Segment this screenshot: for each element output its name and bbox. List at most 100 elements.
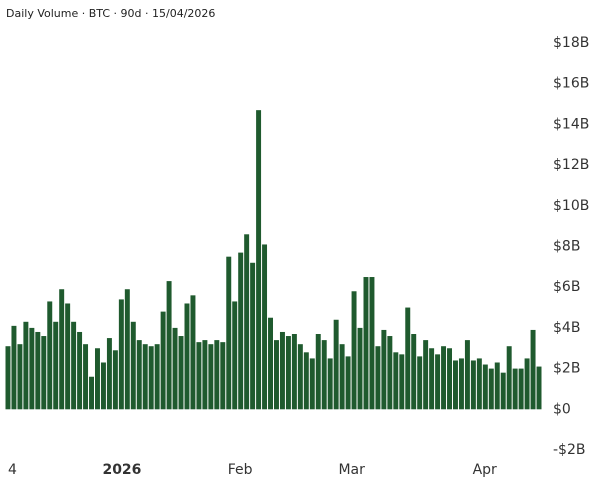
bar [208,344,214,410]
y-tick-label: $12B [553,157,589,173]
bar [303,352,309,410]
bar [77,331,83,410]
bar [184,303,190,410]
y-tick-label: $8B [553,239,580,255]
bar [369,277,375,410]
bar [453,360,458,410]
bar [11,325,17,410]
bar [345,356,351,410]
bar [112,350,118,410]
y-tick-label: $14B [553,116,589,132]
bar [351,291,357,410]
bar [315,334,321,410]
bar [387,336,393,410]
x-tick-label: 4 [8,462,17,478]
bar [172,327,178,410]
bar [488,368,494,410]
bar [250,262,256,410]
bar [476,358,482,410]
bar [83,344,89,410]
bar [148,346,154,410]
bar [327,358,333,410]
bar [196,342,202,410]
bar [95,348,100,410]
bar [500,372,506,410]
bar [190,295,196,410]
bar [5,346,11,410]
bar [59,289,65,410]
bar [393,352,399,410]
bar [71,321,77,410]
bar [470,360,476,410]
bar [136,340,142,410]
bar [17,344,23,410]
bar [530,329,536,410]
y-tick-label: $2B [553,361,580,377]
bar [297,344,303,410]
x-tick-label: Apr [473,462,497,478]
bar [524,358,530,410]
bar [130,321,136,410]
bar [154,344,160,410]
bar [458,358,464,410]
bar [512,368,518,410]
bar [518,368,524,410]
bar [23,321,29,410]
bar [494,362,500,410]
y-tick-label: $18B [553,35,589,51]
bar [166,281,172,410]
x-tick-label: Mar [338,462,365,478]
bar [41,336,47,410]
y-tick-label: $16B [553,76,589,92]
bar [244,234,250,410]
chart-title: Daily Volume · BTC · 90d · 15/04/2026 [6,7,215,20]
bar [285,336,291,410]
bar [65,303,71,410]
y-tick-label: $4B [553,320,580,336]
bar [118,299,124,410]
bar [321,340,327,410]
bar [29,327,35,410]
y-tick-label: $0 [553,401,571,417]
bar [447,348,452,410]
bar [256,110,262,410]
bar [160,311,166,410]
bar [375,346,381,410]
bar [506,346,512,410]
bar [441,346,447,410]
bar [405,307,411,410]
bar [363,277,369,410]
bar [536,366,542,410]
bar [411,334,417,410]
bar [429,348,435,410]
x-tick-label: Feb [228,462,253,478]
bar [100,362,106,410]
y-tick-label: $6B [553,279,580,295]
bar [291,334,297,410]
bar [482,364,488,410]
bar [53,321,59,410]
bar [35,331,41,410]
bar [262,244,268,410]
bar [89,376,94,410]
bar [464,340,470,410]
bar [399,354,405,410]
bar [417,356,423,410]
bar [142,344,148,410]
bar [226,256,232,410]
bar [214,340,220,410]
bar [124,289,130,410]
bar [232,301,238,410]
bar [435,354,441,410]
bar [423,340,429,410]
bar [47,301,53,410]
bar [106,338,112,410]
bar [274,340,279,410]
bar [333,319,339,410]
bar [178,336,184,410]
bar [357,327,363,410]
bar [309,358,315,410]
bar [220,342,226,410]
bar [279,331,285,410]
